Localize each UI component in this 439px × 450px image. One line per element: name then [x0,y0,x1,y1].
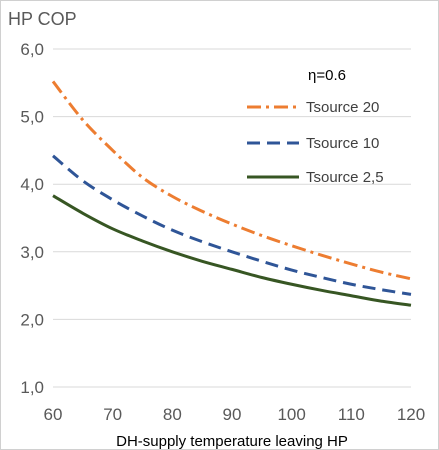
x-tick-label: 110 [338,405,365,424]
y-tick-label: 4,0 [20,175,44,194]
x-tick-label: 80 [163,405,182,424]
series-lines [51,80,412,307]
series-line-1 [51,80,412,281]
y-axis-ticks: 1,0 2,0 3,0 4,0 5,0 6,0 [20,40,44,397]
y-tick-label: 1,0 [20,378,44,397]
legend-label: Tsource 20 [306,99,379,116]
x-tick-label: 90 [223,405,242,424]
x-axis-ticks: 60 70 80 90 100 110 120 [44,405,426,424]
x-tick-label: 120 [397,405,425,424]
x-tick-label: 60 [44,405,63,424]
y-tick-label: 3,0 [20,243,44,262]
y-tick-label: 5,0 [20,108,44,127]
y-tick-label: 2,0 [20,310,44,329]
series-line-3 [52,194,412,307]
legend-label: Tsource 10 [306,135,379,152]
y-tick-label: 6,0 [20,40,44,59]
legend-label: Tsource 2,5 [306,169,384,186]
legend: Tsource 20 Tsource 10 Tsource 2,5 [247,99,384,186]
x-axis-label: DH-supply temperature leaving HP [116,433,348,449]
chart-title: HP COP [8,9,77,29]
x-tick-label: 100 [277,405,305,424]
eta-annotation: η=0.6 [308,67,346,84]
x-tick-label: 70 [103,405,122,424]
series-line-2 [52,154,412,296]
